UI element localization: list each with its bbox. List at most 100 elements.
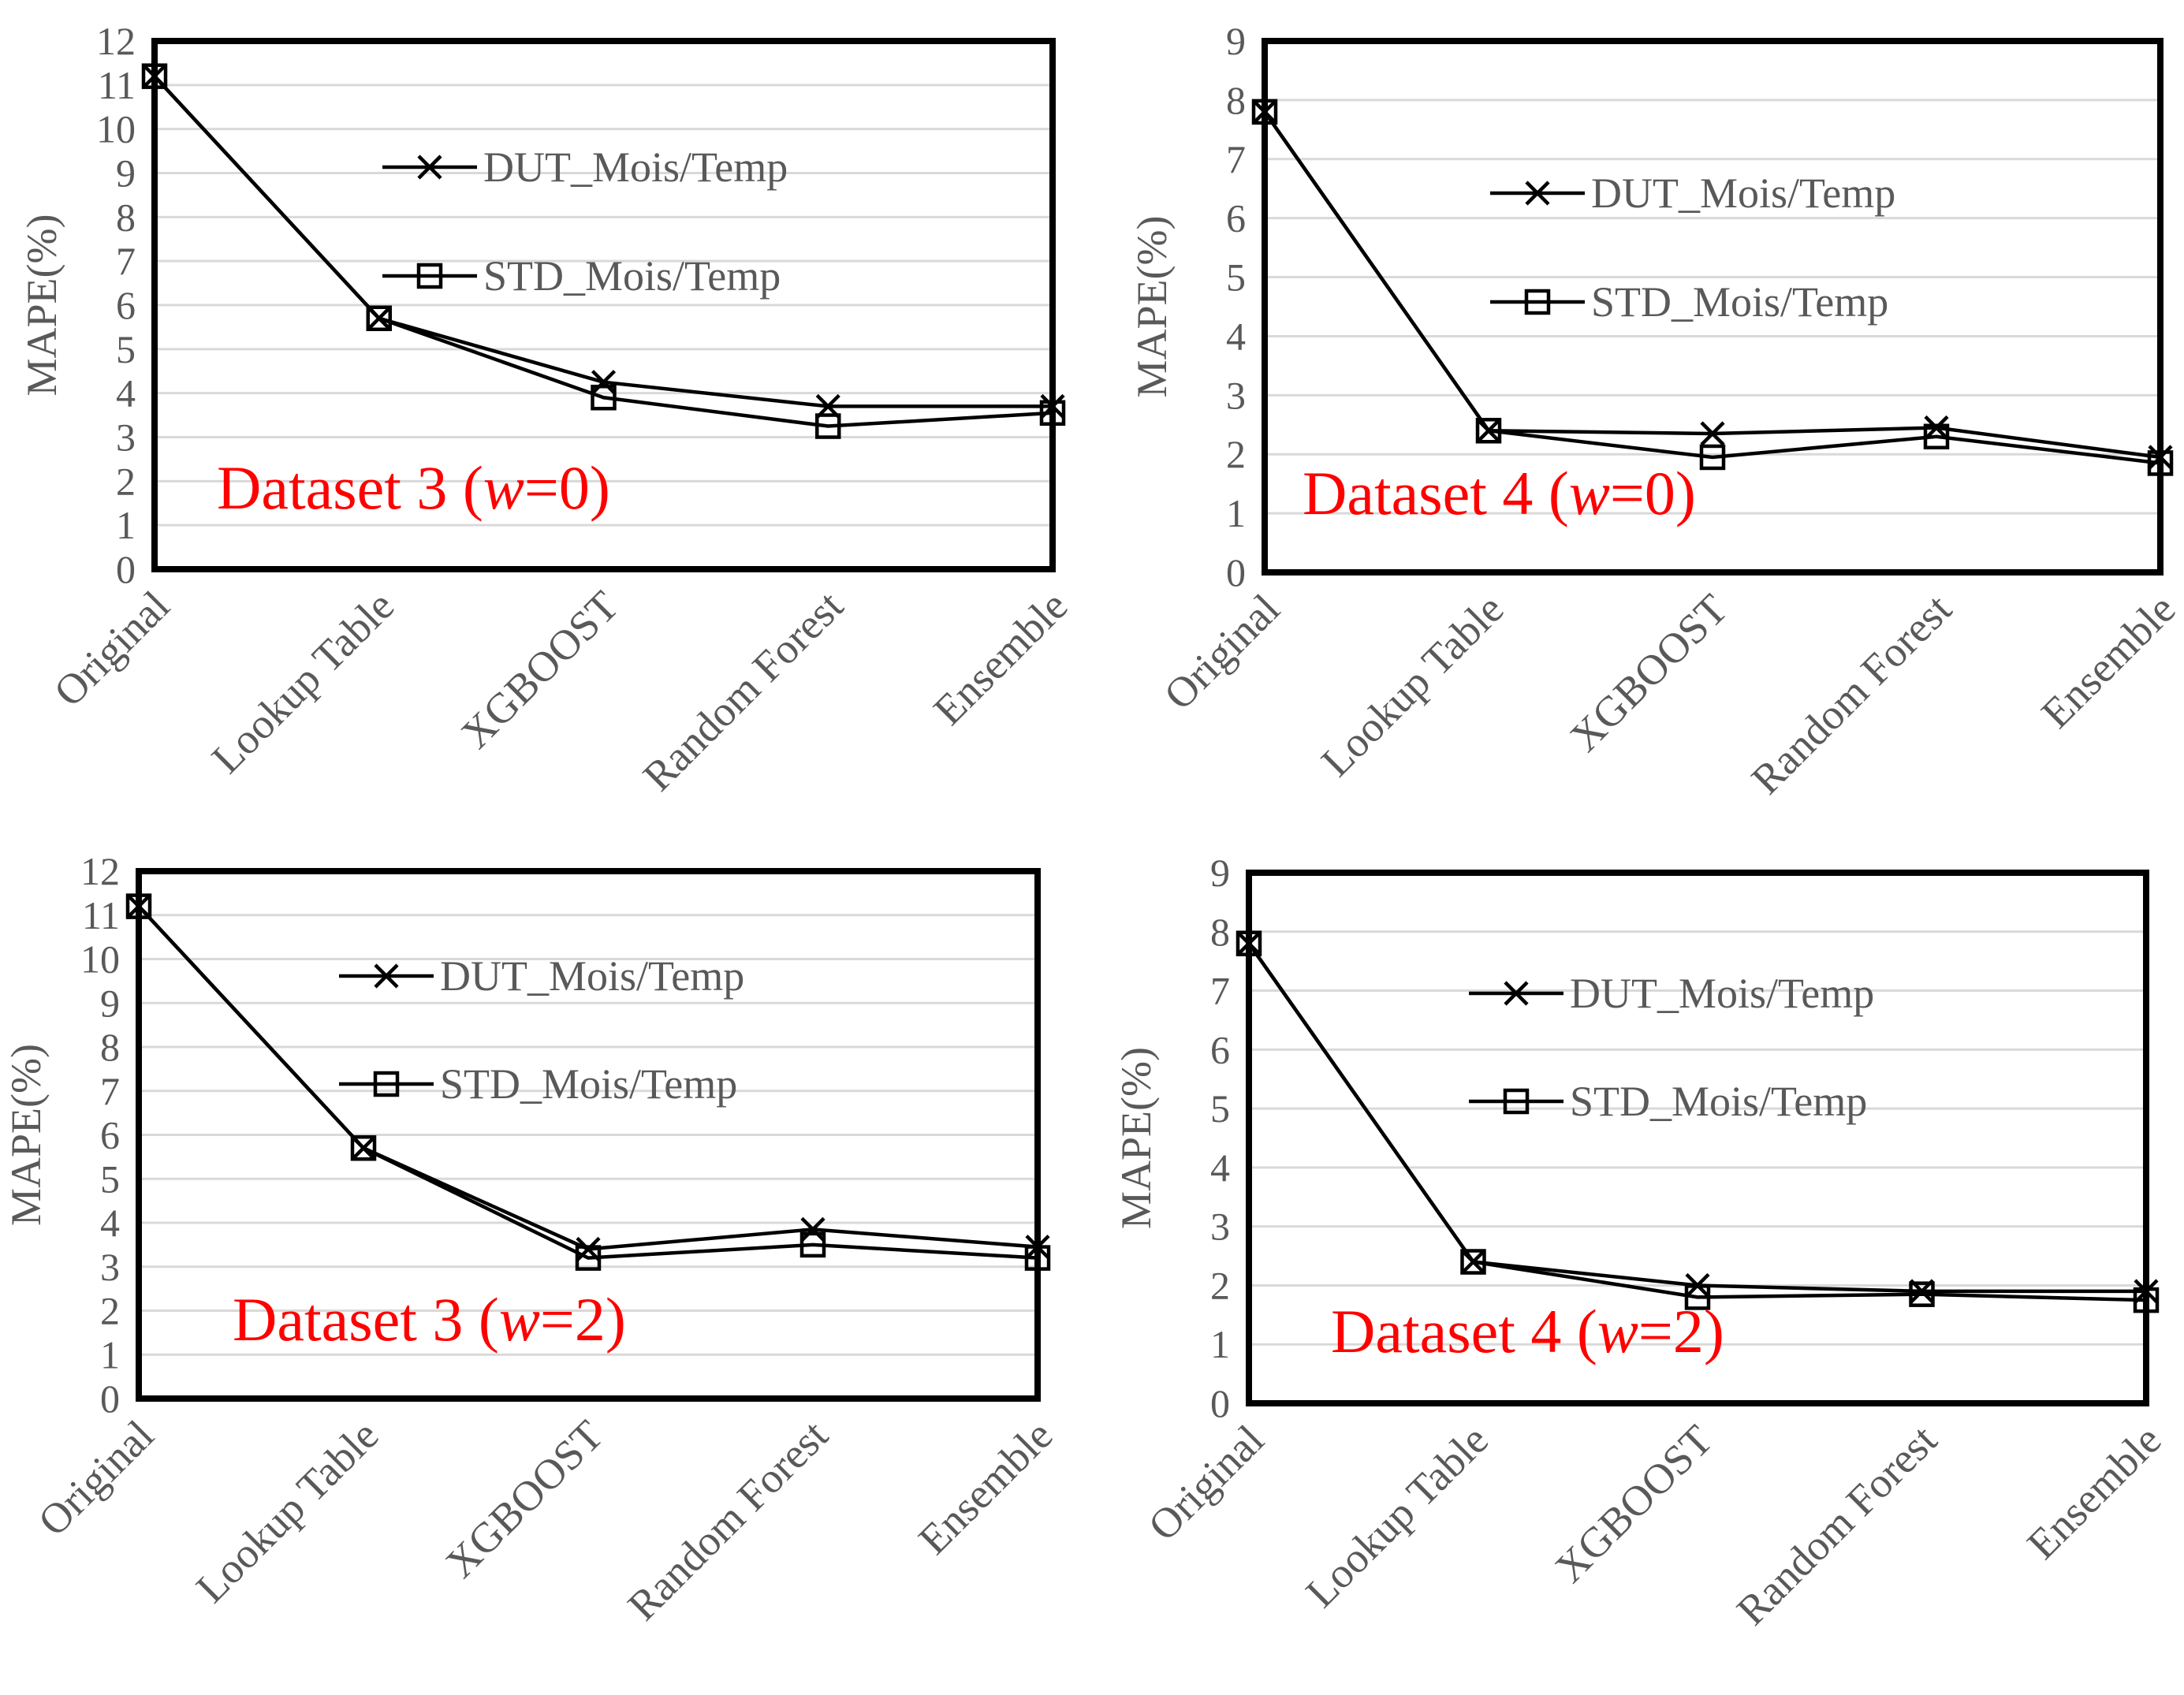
x-category-label: Original <box>45 582 179 716</box>
y-tick-label: 8 <box>116 195 136 239</box>
series-line-std <box>153 75 1053 428</box>
y-tick-label: 0 <box>100 1376 120 1421</box>
y-tick-label: 8 <box>1210 910 1230 954</box>
y-tick-label: 0 <box>1210 1381 1230 1425</box>
y-tick-label: 5 <box>1226 255 1246 300</box>
x-category-label: Lookup Table <box>203 582 403 782</box>
legend-marker <box>417 155 442 180</box>
series-line-std <box>1247 942 2147 1302</box>
data-point-std <box>799 1231 826 1258</box>
y-tick-label: 1 <box>100 1332 120 1376</box>
series-line-std <box>137 905 1038 1260</box>
data-point-std <box>1024 1245 1051 1271</box>
plot-frame <box>136 868 1041 1402</box>
y-tick-label: 6 <box>100 1113 120 1157</box>
data-point-std <box>1475 418 1502 444</box>
legend-label: STD_Mois/Temp <box>1570 1078 1867 1125</box>
legend-entry-std: STD_Mois/Temp <box>1469 1078 1867 1125</box>
y-tick-label: 3 <box>1226 373 1246 417</box>
y-tick-label: 12 <box>80 849 120 893</box>
data-point-dut <box>1924 415 1949 441</box>
legend-label: DUT_Mois/Temp <box>483 143 788 191</box>
chart-title: Dataset 4 (w=0) <box>1303 459 1696 527</box>
x-category-label: XGBOOST <box>1546 1416 1722 1592</box>
legend-marker <box>1524 289 1551 315</box>
legend-marker <box>1525 181 1550 206</box>
x-category-label: Ensemble <box>909 1411 1061 1563</box>
x-category-label: Lookup Table <box>1297 1416 1497 1616</box>
legend-entry-dut: DUT_Mois/Temp <box>1490 170 1895 217</box>
y-tick-label: 4 <box>1226 314 1246 358</box>
y-tick-label: 10 <box>80 937 120 982</box>
y-tick-label: 10 <box>96 107 136 151</box>
x-category-label: Ensemble <box>924 582 1076 734</box>
y-tick-label: 2 <box>100 1289 120 1333</box>
data-point-dut <box>591 370 617 395</box>
data-point-dut <box>1700 421 1725 446</box>
x-category-label: Random Forest <box>619 1411 837 1630</box>
legend-label: STD_Mois/Temp <box>440 1060 737 1108</box>
x-category-label: Lookup Table <box>187 1411 387 1611</box>
chart-panel-4: 0 1 2 3 4 5 6 7 8 9 MAPE(%) Original Lookup Table XGB… <box>1112 851 2170 1634</box>
x-category-label: Lookup Table <box>1312 585 1512 785</box>
data-point-std <box>1460 1249 1486 1275</box>
plot-frame <box>151 38 1056 572</box>
legend-entry-dut: DUT_Mois/Temp <box>339 952 744 1000</box>
legend-entry-dut: DUT_Mois/Temp <box>1469 970 1874 1017</box>
y-tick-label: 1 <box>1210 1322 1230 1366</box>
legend-marker <box>1503 1088 1530 1115</box>
y-tick-label: 9 <box>116 151 136 196</box>
y-tick-label: 2 <box>116 459 136 503</box>
y-tick-label: 3 <box>116 415 136 460</box>
y-tick-label: 8 <box>100 1025 120 1069</box>
data-point-dut <box>2148 445 2173 470</box>
data-point-std <box>575 1245 602 1271</box>
y-tick-label: 3 <box>1210 1205 1230 1249</box>
y-tick-label: 9 <box>1226 19 1246 63</box>
data-point-std <box>1684 1284 1711 1310</box>
y-axis-label: MAPE(%) <box>1112 1047 1160 1229</box>
legend-label: DUT_Mois/Temp <box>1570 970 1874 1017</box>
x-category-label: Ensemble <box>2018 1416 2170 1568</box>
legend-entry-std: STD_Mois/Temp <box>339 1060 737 1108</box>
y-tick-label: 12 <box>96 19 136 63</box>
chart-panel-2: 0 1 2 3 4 5 6 7 8 9 MAPE(%) Original Lookup Table XGB… <box>1128 19 2184 803</box>
data-point-std <box>2133 1287 2160 1313</box>
legend-marker <box>416 263 443 289</box>
series-line-std <box>1263 110 2161 465</box>
data-point-std <box>2147 450 2174 476</box>
legend-label: STD_Mois/Temp <box>483 252 781 300</box>
data-point-std <box>366 305 392 331</box>
data-point-std <box>350 1134 377 1161</box>
y-tick-label: 11 <box>98 63 136 107</box>
series-line-dut <box>153 75 1053 408</box>
data-point-std <box>141 63 168 89</box>
legend-label: DUT_Mois/Temp <box>440 952 744 1000</box>
y-tick-label: 5 <box>116 327 136 371</box>
chart-title: Dataset 3 (w=2) <box>233 1285 626 1354</box>
y-tick-label: 9 <box>1210 851 1230 895</box>
y-tick-label: 1 <box>1226 491 1246 535</box>
data-point-std <box>591 385 617 411</box>
plot-frame <box>1246 870 2149 1406</box>
data-point-std <box>1909 1281 1935 1307</box>
legend-marker <box>374 963 399 989</box>
x-category-label: XGBOOST <box>452 582 628 758</box>
x-category-label: Ensemble <box>2032 585 2184 737</box>
y-tick-label: 5 <box>1210 1086 1230 1131</box>
data-point-std <box>1039 400 1066 427</box>
data-point-std <box>1923 423 1950 450</box>
y-tick-label: 4 <box>1210 1146 1230 1190</box>
y-axis-label: MAPE(%) <box>2 1044 50 1226</box>
y-tick-label: 5 <box>100 1157 120 1201</box>
data-point-std <box>1251 99 1278 125</box>
y-tick-label: 6 <box>1210 1027 1230 1071</box>
y-tick-label: 0 <box>1226 550 1246 594</box>
data-point-dut <box>800 1216 826 1242</box>
y-tick-label: 9 <box>100 981 120 1025</box>
x-category-label: Original <box>29 1411 163 1545</box>
